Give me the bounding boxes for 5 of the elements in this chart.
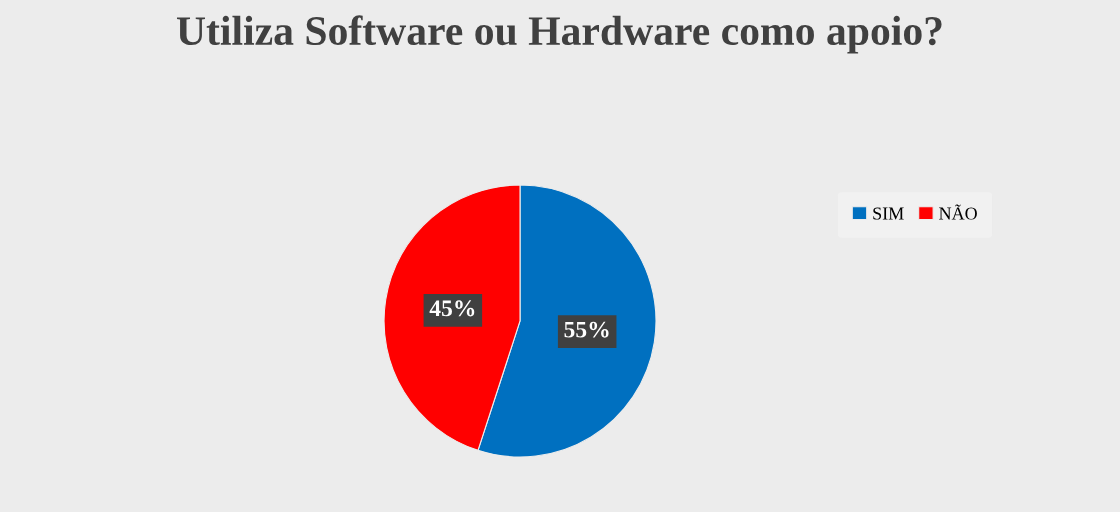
data-label: 55% xyxy=(564,321,609,338)
legend-label: NÃO xyxy=(939,204,977,220)
legend-label: SIM xyxy=(873,207,904,220)
chart-title: Utiliza Software ou Hardware como apoio? xyxy=(176,15,942,54)
data-label: 45% xyxy=(429,300,475,317)
